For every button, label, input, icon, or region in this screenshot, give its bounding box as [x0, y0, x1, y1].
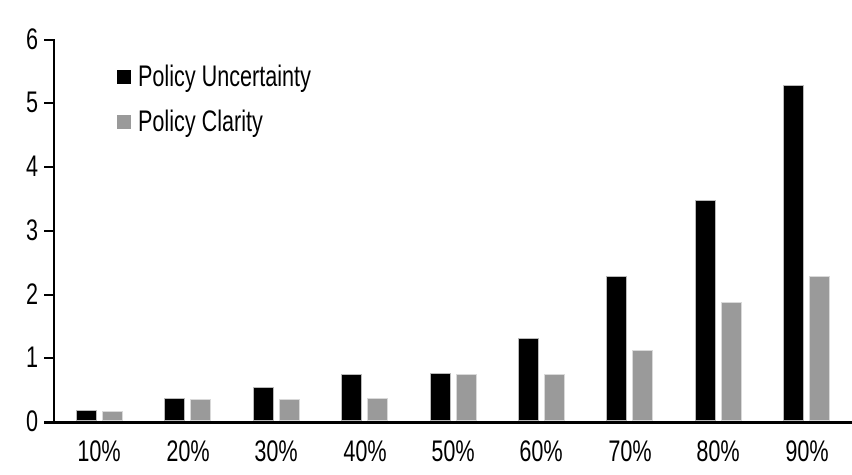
bar-policy-clarity-30% [279, 399, 300, 421]
bar-policy-uncertainty-40% [341, 374, 362, 421]
y-tick-label: 3 [25, 214, 38, 247]
bar-policy-clarity-90% [809, 276, 830, 421]
y-tick [44, 39, 54, 41]
y-tick-label: 2 [25, 278, 38, 311]
legend-swatch-black [117, 70, 131, 84]
bar-policy-clarity-20% [190, 399, 211, 421]
x-tick-label: 60% [519, 435, 563, 468]
x-tick-label: 40% [343, 435, 387, 468]
y-tick [44, 421, 54, 423]
x-tick-label: 30% [254, 435, 298, 468]
bar-policy-uncertainty-30% [253, 387, 274, 421]
y-tick-label: 1 [25, 341, 38, 374]
legend-item-policy-clarity: Policy Clarity [117, 107, 378, 137]
y-tick-label: 5 [25, 86, 38, 119]
bar-policy-clarity-40% [367, 398, 388, 421]
y-tick [44, 102, 54, 104]
bar-policy-clarity-70% [632, 350, 653, 421]
x-tick-label: 90% [785, 435, 829, 468]
bar-policy-clarity-10% [102, 411, 123, 421]
bar-policy-uncertainty-80% [695, 200, 716, 421]
bar-policy-uncertainty-90% [783, 85, 804, 421]
bar-policy-uncertainty-50% [430, 373, 451, 421]
x-tick-label: 10% [77, 435, 121, 468]
y-axis-line [53, 39, 55, 423]
x-tick-label: 70% [608, 435, 652, 468]
legend-label: Policy Uncertainty [138, 60, 311, 93]
x-tick-label: 20% [166, 435, 210, 468]
legend-swatch-gray [117, 115, 131, 129]
y-tick-label: 6 [25, 23, 38, 56]
y-tick-label: 4 [25, 150, 38, 183]
bar-policy-clarity-60% [544, 374, 565, 421]
bar-policy-clarity-80% [721, 302, 742, 421]
legend-item-policy-uncertainty: Policy Uncertainty [117, 62, 378, 92]
y-tick [44, 166, 54, 168]
y-tick [44, 230, 54, 232]
y-tick-label: 0 [25, 405, 38, 438]
y-tick [44, 294, 54, 296]
legend-label: Policy Clarity [138, 105, 263, 138]
x-tick-label: 50% [431, 435, 475, 468]
y-tick [44, 357, 54, 359]
bar-policy-uncertainty-10% [76, 410, 97, 421]
bar-policy-uncertainty-70% [606, 276, 627, 421]
bar-policy-uncertainty-60% [518, 338, 539, 421]
x-axis-line [44, 421, 852, 424]
x-tick-label: 80% [696, 435, 740, 468]
bar-policy-uncertainty-20% [164, 398, 185, 421]
legend: Policy Uncertainty Policy Clarity [117, 62, 378, 152]
bar-policy-clarity-50% [456, 374, 477, 421]
